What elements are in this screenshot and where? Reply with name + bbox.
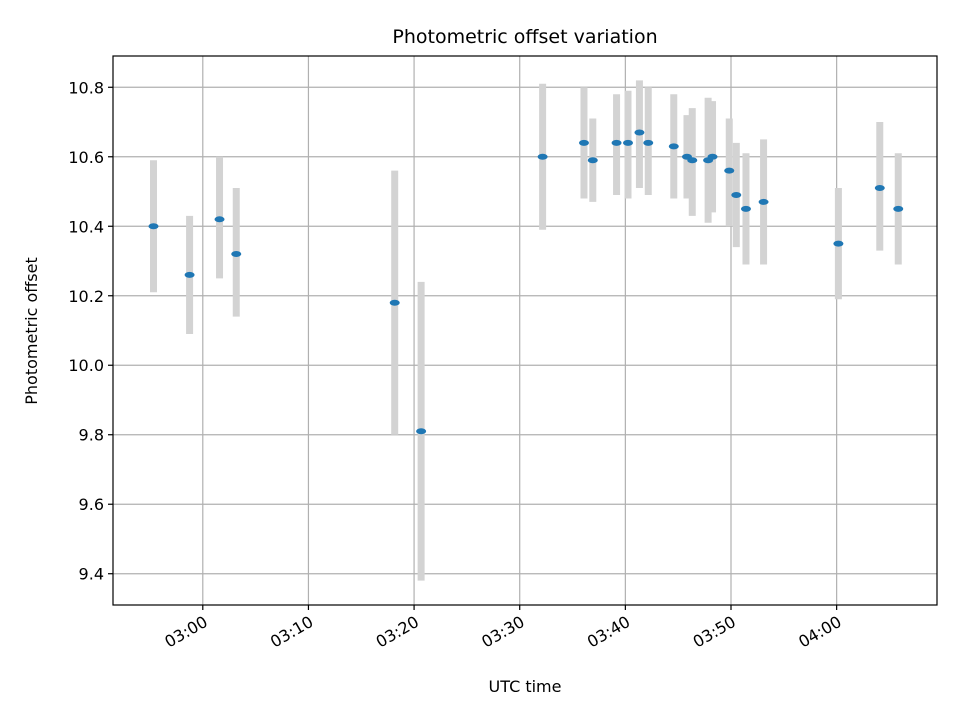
data-point <box>578 139 589 146</box>
data-point <box>740 205 751 212</box>
data-point <box>416 428 427 435</box>
y-tick-label: 9.4 <box>79 565 104 584</box>
x-tick-label: 03:10 <box>267 612 316 652</box>
data-point <box>668 143 679 150</box>
data-point <box>611 139 622 146</box>
data-point <box>587 157 598 164</box>
data-point <box>231 251 242 258</box>
y-tick-label: 10.0 <box>68 356 104 375</box>
data-point <box>874 185 885 192</box>
y-tick-label: 9.8 <box>79 426 104 445</box>
plot-frame <box>112 55 938 606</box>
data-point <box>833 240 844 247</box>
data-point <box>623 139 633 146</box>
y-axis-label: Photometric offset <box>22 257 41 405</box>
data-point <box>731 191 742 198</box>
data-point <box>214 216 225 223</box>
x-tick-label: 04:00 <box>795 612 844 652</box>
data-point <box>893 205 904 212</box>
data-point <box>687 157 698 164</box>
data-point <box>758 198 769 205</box>
data-point <box>148 223 159 230</box>
data-point <box>707 153 718 160</box>
errorbar-layer <box>149 80 902 581</box>
y-tick-label: 10.6 <box>68 148 104 167</box>
x-tick-label: 03:00 <box>161 612 210 652</box>
y-tick-label: 10.2 <box>68 287 104 306</box>
x-tick-label: 03:30 <box>478 612 527 652</box>
x-tick-label: 03:40 <box>584 612 633 652</box>
data-point <box>184 271 195 278</box>
x-tick-label: 03:20 <box>373 612 422 652</box>
data-point <box>634 129 645 136</box>
point-layer <box>148 129 904 435</box>
data-point <box>389 299 400 306</box>
data-point <box>724 167 735 174</box>
chart-title: Photometric offset variation <box>392 26 657 48</box>
data-point <box>537 153 548 160</box>
data-point <box>643 139 654 146</box>
x-tick-label: 03:50 <box>690 612 739 652</box>
y-tick-label: 10.4 <box>68 217 104 236</box>
grid-layer <box>113 56 937 605</box>
y-tick-label: 10.8 <box>68 78 104 97</box>
x-axis-label: UTC time <box>489 677 562 696</box>
y-tick-label: 9.6 <box>79 495 104 514</box>
